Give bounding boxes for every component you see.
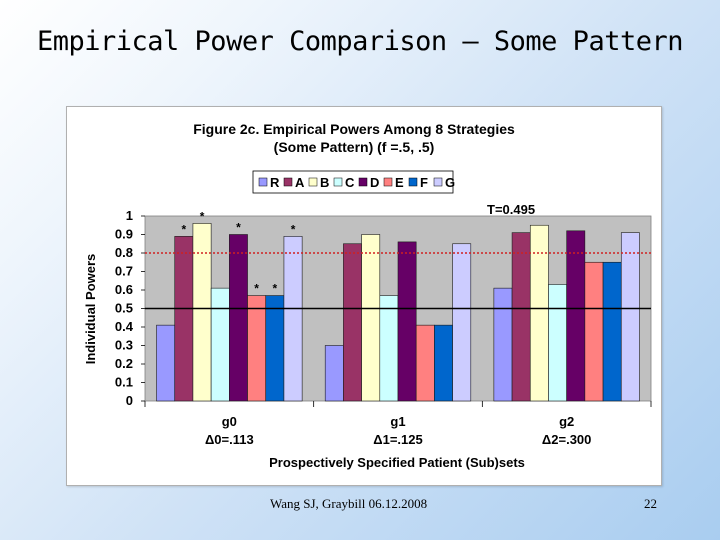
reference-lines [145, 252, 651, 310]
bar-g2-D [566, 230, 586, 402]
chart-subtitle: (Some Pattern) (f =.5, .5) [274, 139, 435, 155]
bar-g1-C [379, 295, 399, 402]
legend-swatch-C [333, 177, 343, 187]
y-axis-label: Individual Powers [83, 254, 98, 365]
bar-g1-G [452, 243, 472, 402]
bar-g1-R [324, 345, 344, 402]
figure-frame: Figure 2c. Empirical Powers Among 8 Stra… [66, 106, 662, 486]
legend-label-R: R [270, 175, 280, 190]
y-tick-label: 0 [126, 393, 133, 408]
bar-g0-D [229, 234, 248, 402]
legend-label-F: F [420, 175, 428, 190]
slide-title: Empirical Power Comparison – Some Patter… [37, 26, 683, 57]
x-category-delta: Δ1=.125 [373, 432, 422, 447]
y-axis: 0 0.1 0.2 0.3 0.4 0.5 0.6 0.7 0.8 0.9 1 [115, 208, 145, 408]
legend-label-E: E [395, 175, 404, 190]
bar-g0-G [283, 236, 303, 402]
page-number: 22 [644, 496, 657, 511]
bar-g2-B [529, 224, 549, 402]
y-tick-label: 0.3 [115, 338, 133, 353]
legend-swatch-E [383, 177, 393, 187]
annotation-star: * [254, 282, 259, 296]
y-tick-label: 0.1 [115, 375, 133, 390]
y-tick-label: 0.6 [115, 282, 133, 297]
legend-swatch-B [308, 177, 318, 187]
y-tick-label: 0.9 [115, 227, 133, 242]
bar-g2-R [493, 287, 513, 402]
x-category-label: g2 [559, 414, 574, 429]
bar-g1-F [434, 324, 453, 402]
annotation-star: * [291, 222, 296, 236]
legend-label-C: C [345, 175, 355, 190]
bar-chart: Figure 2c. Empirical Powers Among 8 Stra… [83, 121, 652, 470]
annotation-star: * [181, 222, 186, 236]
legend-label-A: A [295, 175, 305, 190]
x-category-delta: Δ0=.113 [205, 432, 254, 447]
bar-g2-F [602, 261, 622, 402]
bars-group: * * * * * * [156, 209, 640, 402]
bar-g1-A [343, 243, 362, 402]
legend-label-D: D [370, 175, 379, 190]
legend-swatch-F [408, 177, 418, 187]
legend-swatch-D [358, 177, 368, 187]
bar-g0-A [174, 236, 194, 402]
legend-swatch-G [433, 177, 443, 187]
x-axis: g0 Δ0=.113 g1 Δ1=.125 g2 Δ2=.300 [144, 401, 652, 447]
bar-g1-B [361, 234, 381, 402]
bar-g0-B [192, 223, 212, 402]
legend-swatch-A [283, 177, 293, 187]
x-category-label: g1 [390, 414, 405, 429]
x-category-delta: Δ2=.300 [542, 432, 591, 447]
bar-g0-R [156, 324, 176, 402]
bar-g0-F [265, 295, 285, 402]
annotation-star: * [200, 209, 205, 223]
bar-g0-C [210, 287, 230, 402]
y-tick-label: 0.4 [115, 319, 134, 334]
annotation-star: * [236, 221, 241, 235]
bar-g1-E [415, 324, 435, 402]
bar-g2-G [620, 232, 640, 402]
y-tick-label: 0.5 [115, 301, 133, 316]
footer-author: Wang SJ, Graybill 06.12.2008 [270, 496, 428, 511]
x-axis-label: Prospectively Specified Patient (Sub)set… [269, 455, 525, 470]
bar-g0-E [247, 295, 267, 402]
legend-label-B: B [320, 175, 329, 190]
legend-swatch-R [258, 177, 268, 187]
y-tick-label: 0.8 [115, 245, 133, 260]
bar-g2-C [548, 284, 567, 402]
y-tick-label: 0.7 [115, 264, 133, 279]
y-tick-label: 0.2 [115, 356, 133, 371]
annotation-star: * [272, 282, 277, 296]
chart-title: Figure 2c. Empirical Powers Among 8 Stra… [193, 121, 515, 137]
x-category-label: g0 [222, 414, 237, 429]
y-tick-label: 1 [126, 208, 133, 223]
legend-label-G: G [445, 175, 455, 190]
threshold-label: T=0.495 [487, 202, 535, 217]
legend-box [252, 170, 454, 194]
bar-g2-A [511, 232, 531, 402]
bar-g2-E [584, 261, 604, 402]
bar-g1-D [397, 241, 417, 402]
